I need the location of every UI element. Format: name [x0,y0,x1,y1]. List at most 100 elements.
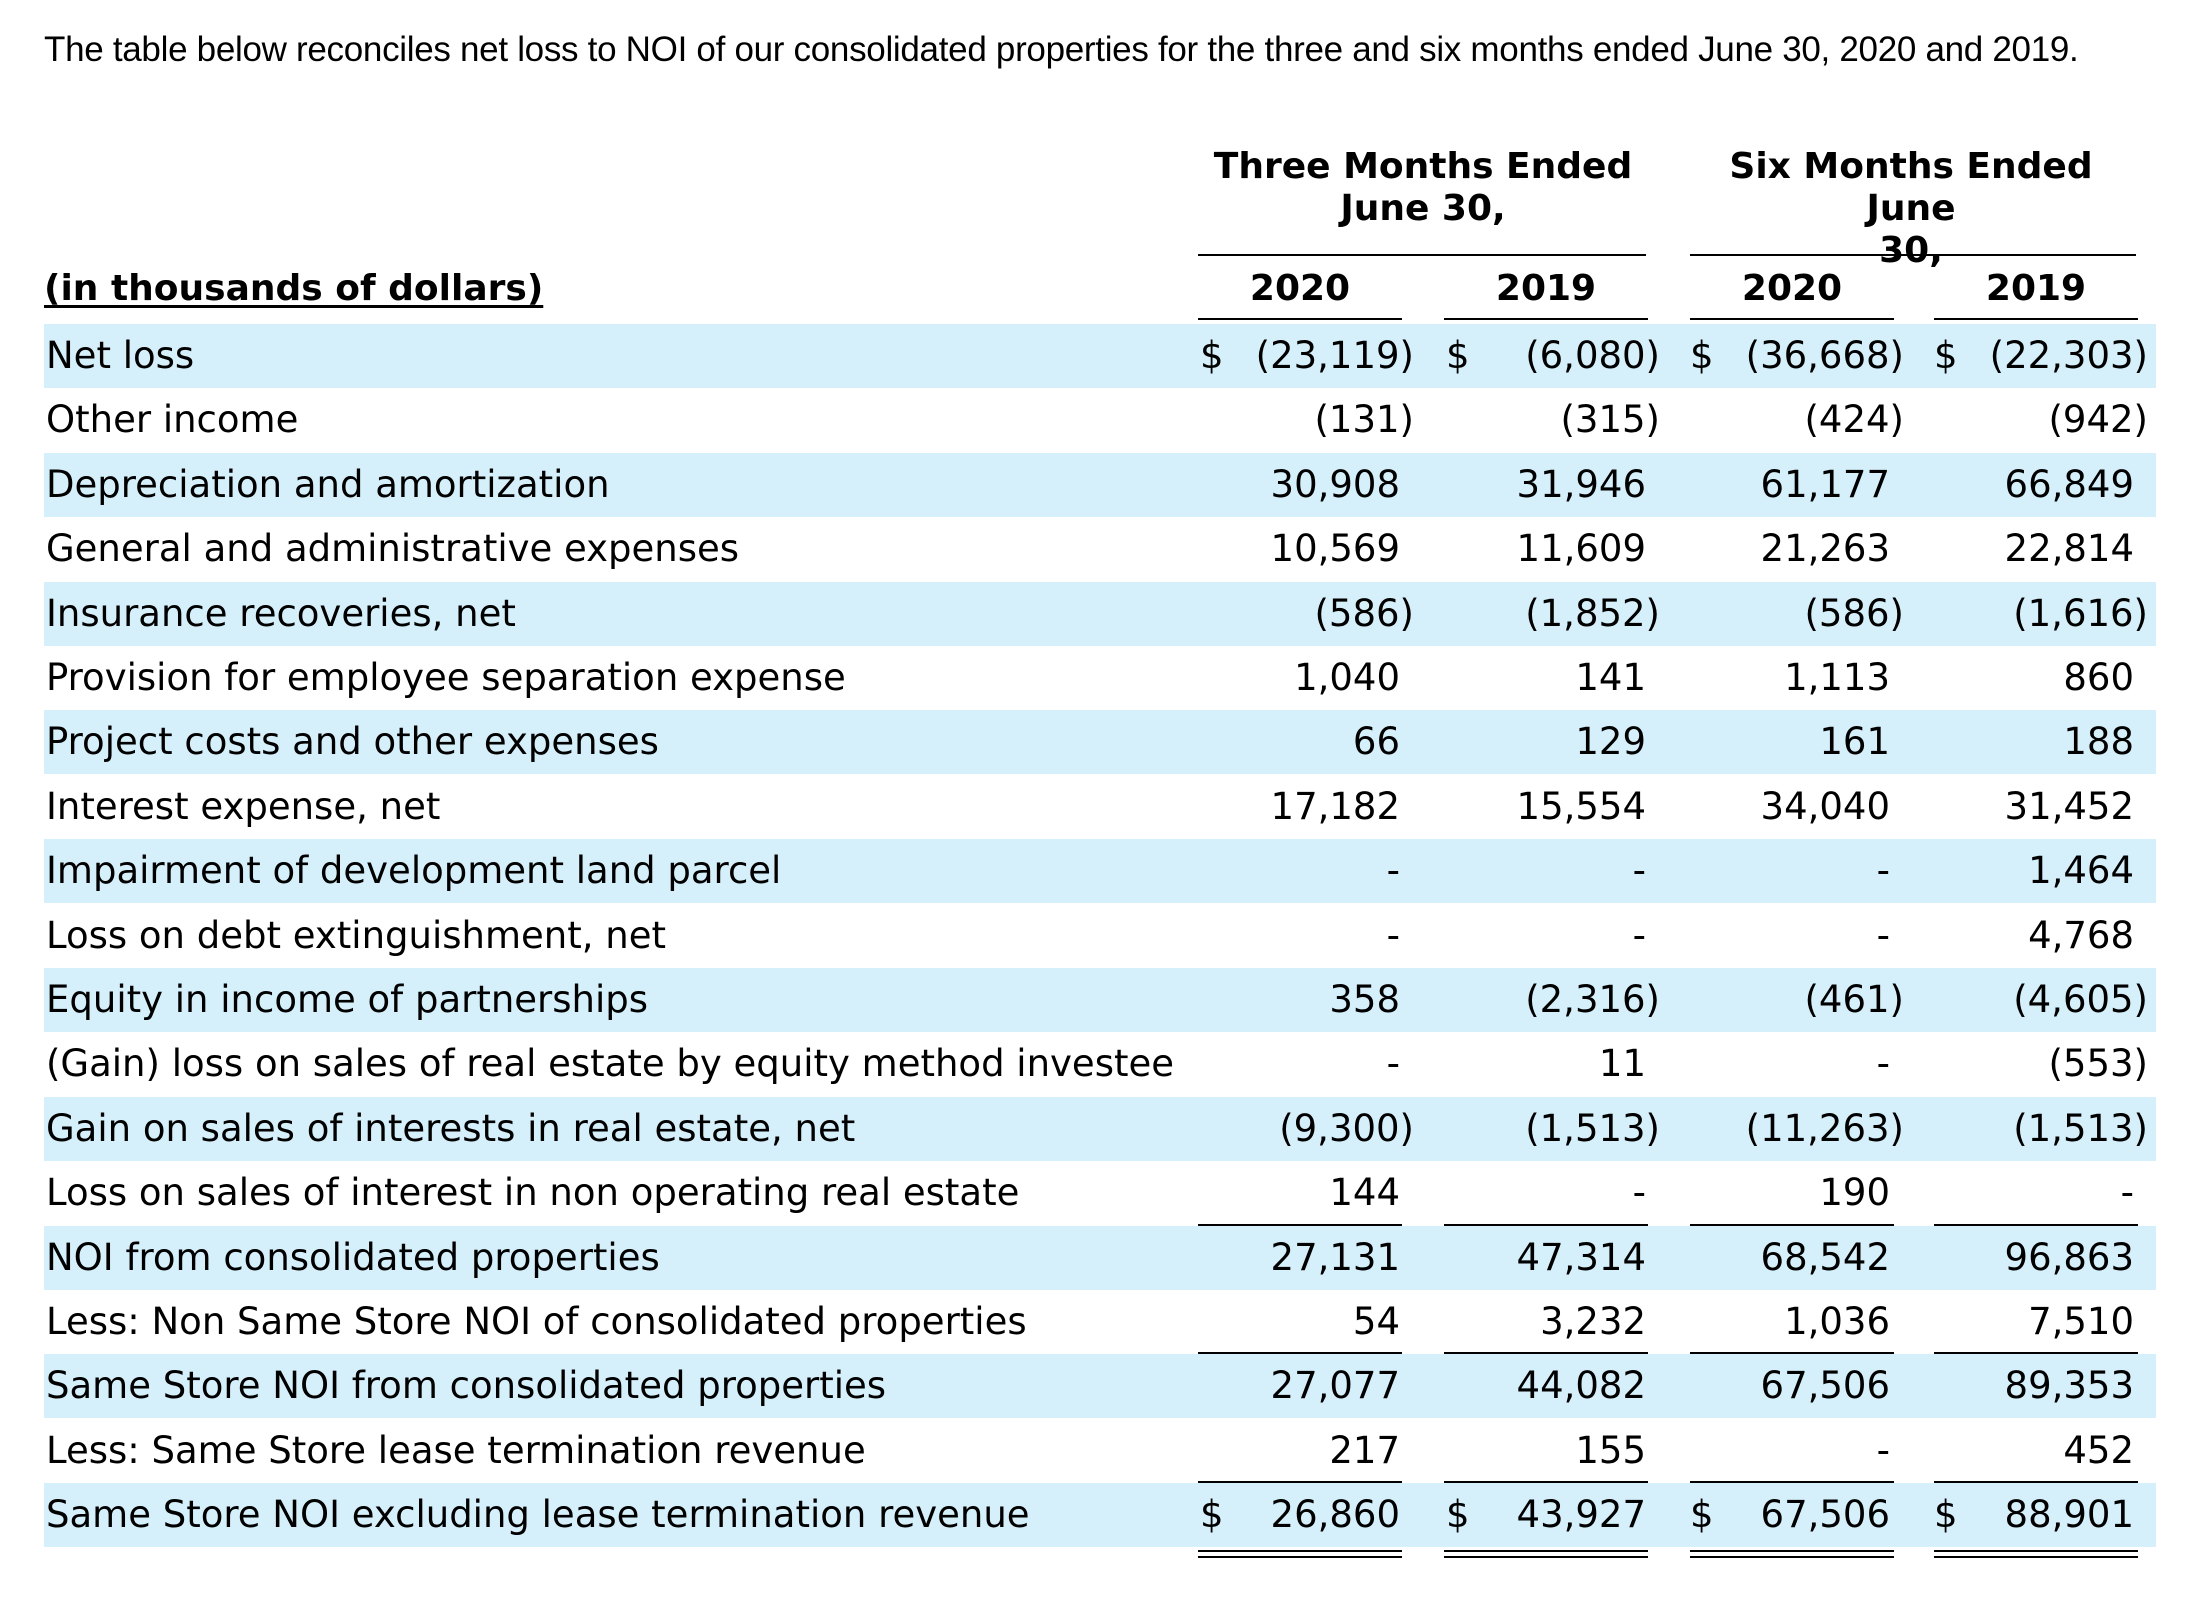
cell-value: (131) [1314,398,1415,442]
table-row: (Gain) loss on sales of real estate by e… [44,1032,2156,1096]
year-header-6m-2020: 2020 [1741,268,1843,309]
cell-value: 11,609 [1516,527,1646,571]
cell-value: (22,303) [1989,334,2148,377]
table-row: Loss on sales of interest in non operati… [44,1161,2156,1225]
header-three-months-underline [1198,254,1646,256]
row-label: Less: Non Same Store NOI of consolidated… [46,1300,1027,1343]
cell-value: (23,119) [1255,334,1414,377]
row-label: Impairment of development land parcel [46,849,782,893]
intro-text: The table below reconciles net loss to N… [44,30,2079,69]
cell-value: 217 [1329,1428,1400,1472]
cell-value: (6,080) [1525,334,1660,377]
row-label: Interest expense, net [46,784,441,828]
cell-value: (586) [1804,591,1905,635]
row-label: Loss on sales of interest in non operati… [46,1171,1020,1215]
cell-value: (1,513) [2013,1106,2148,1150]
cell-value: 34,040 [1760,784,1890,828]
currency-symbol: $ [1200,334,1224,377]
cell-value: - [1876,849,1890,893]
cell-value: - [1386,913,1400,957]
cell-value: 31,946 [1516,462,1646,506]
units-label: (in thousands of dollars) [44,268,544,309]
cell-value: (553) [2048,1042,2149,1086]
total-double-rule [1444,1549,1648,1552]
cell-value: (4,605) [2013,978,2148,1021]
subtotal-rule [1934,1481,2138,1484]
subtotal-rule [1690,1481,1894,1484]
table-row: Same Store NOI from consolidated propert… [44,1354,2156,1419]
cell-value: 96,863 [2004,1235,2134,1279]
subtotal-rule [1690,1223,1894,1226]
cell-value: 21,263 [1760,527,1890,571]
cell-value: (2,316) [1525,978,1660,1021]
cell-value: 30,908 [1270,462,1400,506]
cell-value: 44,082 [1516,1364,1646,1408]
cell-value: (586) [1314,591,1415,635]
table-row: Project costs and other expenses [44,710,2156,775]
cell-value: 4,768 [2028,913,2134,957]
total-double-rule [1690,1555,1894,1558]
currency-symbol: $ [1690,334,1714,377]
cell-value: 26,860 [1270,1493,1400,1537]
currency-symbol: $ [1446,334,1470,377]
cell-value: 144 [1329,1171,1400,1215]
cell-value: 129 [1575,720,1646,764]
cell-value: 27,131 [1270,1235,1400,1279]
row-label: Net loss [46,334,195,377]
cell-value: 31,452 [2004,784,2134,828]
cell-value: - [1876,1042,1890,1086]
currency-symbol: $ [1200,1493,1224,1537]
cell-value: 1,040 [1294,656,1400,699]
table-row: NOI from consolidated properties [44,1225,2156,1290]
year-header-3m-2019-underline [1444,318,1648,320]
subtotal-rule [1444,1223,1648,1226]
table-row: Less: Non Same Store NOI of consolidated… [44,1290,2156,1354]
cell-value: - [1386,849,1400,893]
row-label: General and administrative expenses [46,527,740,571]
row-label: Depreciation and amortization [46,462,610,506]
total-double-rule [1934,1549,2138,1552]
year-header-6m-2019-underline [1934,318,2138,320]
header-three-months-line1: Three Months Ended [1213,146,1633,187]
row-label: NOI from consolidated properties [46,1235,660,1279]
cell-value: - [1876,1428,1890,1472]
cell-value: 188 [2063,720,2134,764]
currency-symbol: $ [1446,1493,1470,1537]
cell-value: 88,901 [2004,1493,2134,1537]
row-label: Same Store NOI excluding lease terminati… [46,1493,1030,1537]
cell-value: 3,232 [1540,1300,1646,1343]
cell-value: 68,542 [1760,1235,1890,1279]
row-label: Other income [46,398,299,442]
cell-value: - [2120,1171,2134,1215]
cell-value: 17,182 [1270,784,1400,828]
table-row: Gain on sales of interests in real estat… [44,1096,2156,1161]
cell-value: 66,849 [2004,462,2134,506]
subtotal-rule [1198,1352,1402,1355]
cell-value: (1,852) [1525,591,1660,635]
cell-value: 161 [1819,720,1890,764]
subtotal-rule [1198,1223,1402,1226]
header-six-months: Six Months Ended June 30, [1686,146,2136,272]
cell-value: 1,036 [1784,1300,1890,1343]
table-row: Other income [44,388,2156,452]
cell-value: 89,353 [2004,1364,2134,1408]
table-row: Provision for employee separation expens… [44,646,2156,710]
header-six-months-line2: 30, [1879,230,1943,271]
table-row: Impairment of development land parcel [44,839,2156,904]
row-label: Equity in income of partnerships [46,978,649,1021]
cell-value: 10,569 [1270,527,1400,571]
table-row: General and administrative expenses [44,517,2156,581]
table-row: Less: Same Store lease termination reven… [44,1419,2156,1483]
row-label: Same Store NOI from consolidated propert… [46,1364,887,1408]
cell-value: 11 [1598,1042,1646,1086]
table-row: Equity in income of partnerships [44,968,2156,1032]
header-three-months: Three Months Ended June 30, [1198,146,1648,230]
cell-value: 66 [1352,720,1400,764]
total-double-rule [1198,1555,1402,1558]
cell-value: 1,464 [2028,849,2134,893]
year-header-6m-2019: 2019 [1985,268,2087,309]
cell-value: - [1632,1171,1646,1215]
cell-value: - [1632,849,1646,893]
header-three-months-line2: June 30, [1340,188,1506,229]
year-header-3m-2020-underline [1198,318,1402,320]
